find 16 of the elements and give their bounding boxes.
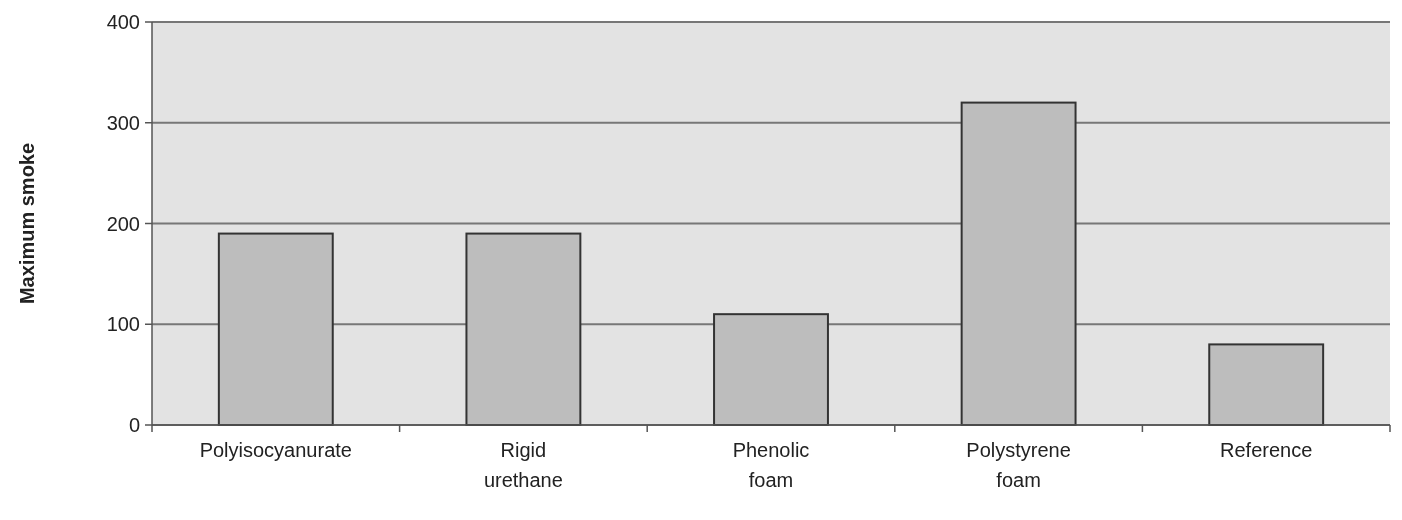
bar xyxy=(1208,343,1325,426)
x-tick-label: Reference xyxy=(1220,439,1313,461)
bar xyxy=(713,313,829,426)
x-tick-label: Rigid urethane xyxy=(483,439,563,491)
y-tick-label: 0 xyxy=(128,414,140,436)
bar xyxy=(960,101,1077,426)
x-tick-label: Polyisocyanurate xyxy=(199,439,352,461)
y-tick-label: 400 xyxy=(106,11,140,33)
y-tick-label: 200 xyxy=(106,212,140,235)
y-axis-title: Maximum smoke xyxy=(16,142,38,305)
y-tick-label: 300 xyxy=(106,111,140,134)
bar xyxy=(217,232,334,426)
x-tick-label: Polystyrene foam xyxy=(966,439,1071,491)
bar xyxy=(465,232,582,426)
x-tick-label: Phenolic foam xyxy=(732,439,810,491)
y-tick-label: 100 xyxy=(106,313,140,336)
